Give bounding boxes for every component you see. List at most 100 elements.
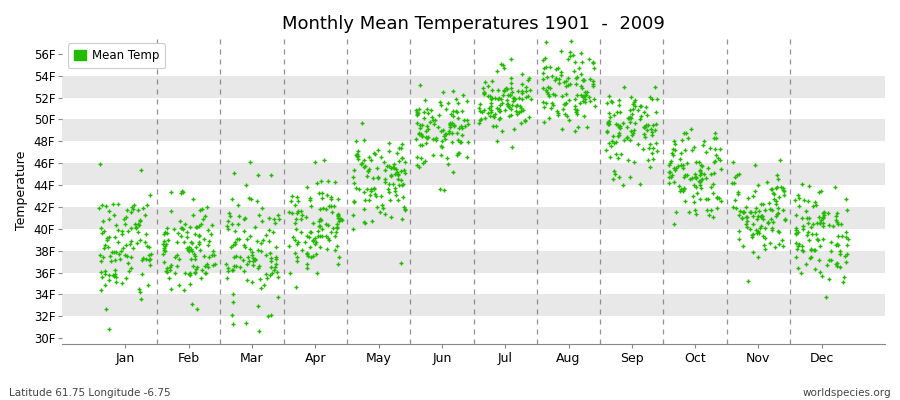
Point bbox=[815, 210, 830, 216]
Point bbox=[172, 281, 186, 288]
Point bbox=[314, 216, 328, 223]
Point bbox=[574, 92, 589, 98]
Point bbox=[439, 106, 454, 113]
Point bbox=[635, 146, 650, 152]
Point bbox=[756, 201, 770, 208]
Point bbox=[602, 154, 616, 160]
Point bbox=[496, 62, 510, 68]
Point bbox=[94, 258, 109, 264]
Point bbox=[578, 98, 592, 105]
Point bbox=[788, 226, 803, 233]
Point bbox=[714, 198, 728, 204]
Point bbox=[410, 120, 425, 126]
Point bbox=[572, 100, 587, 106]
Point bbox=[237, 242, 251, 248]
Point bbox=[109, 249, 123, 256]
Point bbox=[160, 264, 175, 271]
Point bbox=[158, 248, 172, 254]
Point bbox=[370, 165, 384, 172]
Point bbox=[262, 226, 276, 233]
Point bbox=[796, 247, 810, 254]
Point bbox=[522, 75, 536, 81]
Point bbox=[537, 65, 552, 71]
Point bbox=[492, 106, 507, 112]
Point bbox=[819, 294, 833, 300]
Point bbox=[362, 196, 376, 203]
Point bbox=[693, 185, 707, 191]
Point bbox=[761, 199, 776, 206]
Point bbox=[704, 171, 718, 177]
Point bbox=[770, 172, 784, 178]
Point bbox=[788, 225, 803, 231]
Point bbox=[118, 220, 132, 227]
Point bbox=[570, 92, 584, 98]
Point bbox=[733, 171, 747, 177]
Point bbox=[472, 116, 487, 123]
Point bbox=[429, 134, 444, 141]
Point bbox=[204, 252, 219, 258]
Point bbox=[506, 98, 520, 104]
Point bbox=[417, 109, 431, 115]
Point bbox=[412, 106, 427, 112]
Point bbox=[644, 129, 659, 135]
Point bbox=[381, 186, 395, 192]
Point bbox=[368, 191, 382, 197]
Point bbox=[649, 121, 663, 127]
Point bbox=[501, 104, 516, 110]
Point bbox=[288, 226, 302, 232]
Point bbox=[262, 238, 276, 244]
Point bbox=[728, 197, 742, 203]
Point bbox=[601, 118, 616, 124]
Point bbox=[623, 118, 637, 125]
Point bbox=[239, 261, 254, 267]
Point bbox=[132, 288, 147, 295]
Point bbox=[250, 265, 265, 271]
Point bbox=[176, 188, 191, 195]
Point bbox=[499, 85, 513, 92]
Point bbox=[693, 172, 707, 178]
Point bbox=[825, 223, 840, 229]
Point bbox=[192, 223, 206, 229]
Point bbox=[392, 145, 406, 151]
Point bbox=[498, 107, 512, 113]
Point bbox=[604, 98, 618, 104]
Point bbox=[626, 101, 640, 107]
Point bbox=[810, 219, 824, 226]
Point bbox=[694, 162, 708, 168]
Point bbox=[397, 204, 411, 210]
Point bbox=[119, 274, 133, 281]
Point bbox=[321, 237, 336, 244]
Point bbox=[488, 111, 502, 118]
Point bbox=[157, 241, 171, 247]
Point bbox=[389, 191, 403, 198]
Point bbox=[130, 229, 145, 235]
Point bbox=[674, 162, 688, 168]
Point bbox=[208, 261, 222, 267]
Point bbox=[550, 108, 564, 114]
Point bbox=[418, 134, 433, 140]
Point bbox=[409, 107, 423, 113]
Point bbox=[106, 212, 121, 219]
Point bbox=[263, 250, 277, 256]
Point bbox=[265, 311, 279, 318]
Point bbox=[776, 186, 790, 193]
Point bbox=[264, 172, 278, 178]
Point bbox=[771, 205, 786, 211]
Point bbox=[222, 210, 237, 217]
Point bbox=[358, 197, 373, 203]
Point bbox=[491, 87, 505, 94]
Point bbox=[577, 93, 591, 100]
Point bbox=[170, 252, 184, 258]
Point bbox=[513, 102, 527, 109]
Point bbox=[796, 222, 810, 229]
Point bbox=[108, 267, 122, 274]
Point bbox=[123, 254, 138, 260]
Point bbox=[284, 198, 298, 204]
Point bbox=[664, 158, 679, 164]
Point bbox=[97, 244, 112, 251]
Point bbox=[390, 169, 404, 176]
Point bbox=[133, 218, 148, 224]
Point bbox=[688, 174, 703, 180]
Bar bbox=[62, 251, 885, 272]
Point bbox=[833, 248, 848, 254]
